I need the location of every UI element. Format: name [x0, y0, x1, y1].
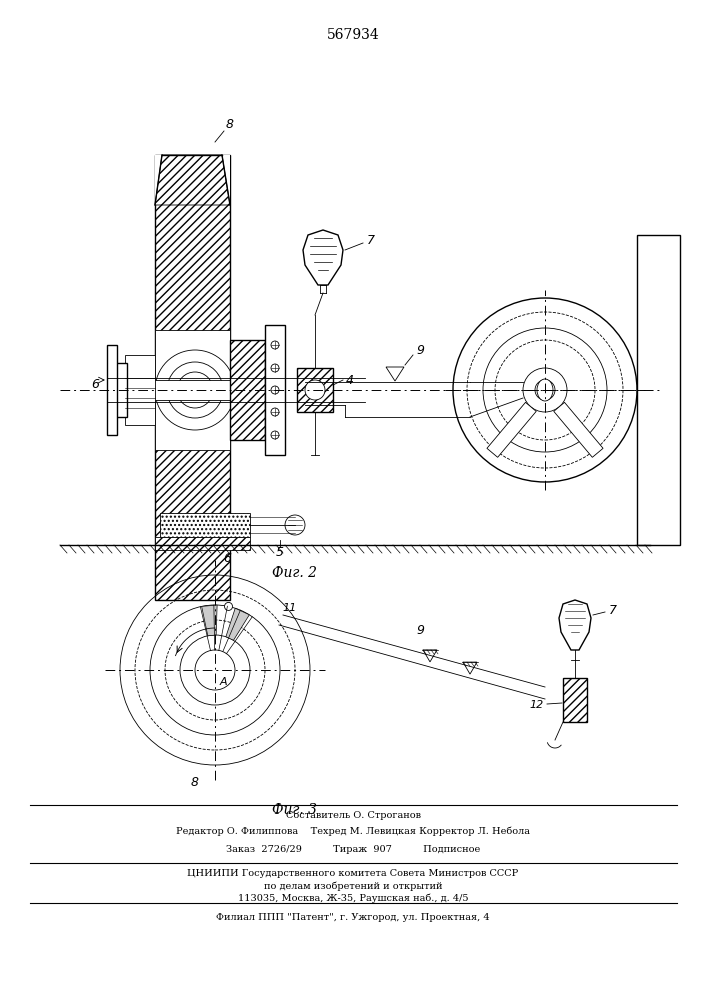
Text: A: A [219, 677, 227, 687]
Polygon shape [559, 600, 591, 650]
Text: Фиг. 3: Фиг. 3 [272, 803, 317, 817]
Text: 8: 8 [226, 118, 234, 131]
Bar [160, 513, 250, 537]
Polygon shape [222, 155, 230, 205]
Bar [265, 325, 285, 455]
Text: 11: 11 [283, 603, 297, 613]
Text: по делам изобретений и открытий: по делам изобретений и открытий [264, 881, 443, 891]
Polygon shape [201, 605, 217, 636]
Polygon shape [155, 155, 162, 205]
Polygon shape [155, 155, 230, 205]
Circle shape [271, 386, 279, 394]
Text: 113035, Москва, Ж-35, Раушская наб., д. 4/5: 113035, Москва, Ж-35, Раушская наб., д. … [238, 893, 468, 903]
Bar [297, 368, 333, 412]
Text: ЦНИИПИ Государственного комитета Совета Министров СССР: ЦНИИПИ Государственного комитета Совета … [187, 868, 519, 878]
Text: 5: 5 [276, 546, 284, 560]
Polygon shape [386, 367, 404, 381]
Circle shape [225, 602, 233, 610]
Text: Заказ  2726/29          Тираж  907          Подписное: Заказ 2726/29 Тираж 907 Подписное [226, 844, 480, 854]
Text: 4: 4 [346, 373, 354, 386]
Bar [150, 380, 235, 400]
Circle shape [305, 380, 325, 400]
Text: 12: 12 [530, 700, 544, 710]
Text: Фиг. 2: Фиг. 2 [272, 566, 317, 580]
Circle shape [271, 431, 279, 439]
Polygon shape [487, 402, 536, 457]
Text: Составитель О. Строганов: Составитель О. Строганов [286, 810, 421, 820]
Text: 9: 9 [416, 344, 424, 358]
Text: Редактор О. Филиппова    Техред М. Левицкая Корректор Л. Небола: Редактор О. Филиппова Техред М. Левицкая… [176, 826, 530, 836]
Text: 7: 7 [609, 603, 617, 616]
Text: 567934: 567934 [327, 28, 380, 42]
Text: 8: 8 [191, 776, 199, 788]
Circle shape [271, 364, 279, 372]
Text: 6: 6 [223, 552, 231, 564]
Bar [563, 678, 587, 722]
Bar [115, 363, 127, 417]
Circle shape [285, 515, 305, 535]
Text: 9: 9 [416, 624, 424, 637]
Ellipse shape [537, 379, 553, 401]
Text: 6: 6 [91, 378, 99, 391]
Polygon shape [423, 650, 437, 662]
Polygon shape [303, 230, 343, 285]
Text: 7: 7 [367, 233, 375, 246]
Bar [155, 537, 250, 550]
Bar [125, 355, 155, 425]
Bar [637, 235, 680, 545]
Bar [155, 330, 230, 450]
Circle shape [271, 408, 279, 416]
Text: Филиал ППП "Патент", г. Ужгород, ул. Проектная, 4: Филиал ППП "Патент", г. Ужгород, ул. Про… [216, 912, 490, 922]
Polygon shape [226, 608, 250, 640]
Polygon shape [463, 662, 477, 674]
Bar [230, 340, 265, 440]
Bar [155, 155, 230, 600]
Bar [107, 345, 117, 435]
Circle shape [271, 341, 279, 349]
Polygon shape [554, 402, 603, 457]
